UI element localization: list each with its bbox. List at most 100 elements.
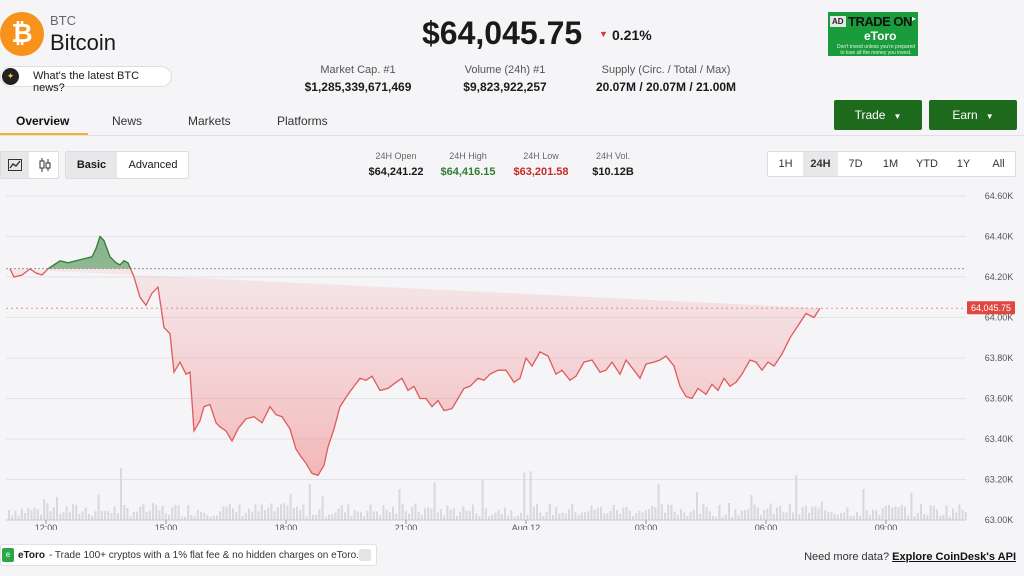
volume-bar [942, 514, 945, 520]
volume-bar [168, 514, 170, 520]
volume-bar [404, 511, 407, 520]
tab-platforms[interactable]: Platforms [277, 114, 328, 128]
low-label: 24H Low [523, 151, 559, 161]
range-1m-button[interactable]: 1M [882, 158, 899, 170]
volume-bar [564, 513, 567, 520]
volume-bar [868, 514, 871, 520]
candlestick-chart-button[interactable] [30, 152, 59, 178]
volume-bar [424, 508, 426, 520]
volume-bar [875, 510, 878, 520]
volume-bar [788, 503, 791, 520]
volume-bar [776, 507, 778, 520]
volume-bar [782, 511, 785, 520]
bitcoin-logo: ₿ [0, 12, 44, 56]
basic-mode-button[interactable]: Basic [66, 152, 117, 178]
volume-bar [145, 511, 148, 520]
volume-bar [212, 515, 215, 520]
open-value: $64,241.22 [368, 166, 424, 178]
line-chart-button[interactable] [1, 152, 29, 178]
volume-bar [539, 512, 542, 520]
market-cap-stat: Market Cap. #1 $1,285,339,671,469 [278, 64, 438, 94]
volume-bar [456, 515, 458, 520]
tab-news[interactable]: News [112, 114, 143, 128]
volume-bar [574, 512, 577, 520]
volume-bar [753, 504, 756, 520]
volume-bar [900, 504, 903, 520]
volume-bar [56, 496, 58, 520]
volume-bar [760, 515, 762, 520]
volume-bar [363, 516, 366, 520]
volume-bar [369, 504, 372, 520]
volume-bar [193, 516, 196, 520]
volume-bar [699, 513, 702, 520]
volume-bar [635, 513, 638, 520]
volume-bar [590, 505, 593, 520]
range-24h-button[interactable]: 24H [803, 152, 838, 176]
price-chart[interactable]: 64.60K 64.40K 64.20K 64.00K 63.80K 63.60K 63.4… [0, 185, 1024, 530]
volume-bar [619, 513, 622, 520]
earn-button[interactable]: Earn ▼ [929, 100, 1017, 130]
volume-bar [561, 512, 564, 520]
time-range-selector: 1H 24H 7D 1M YTD 1Y All [767, 151, 1016, 177]
chart-mode-toggle: Basic Advanced [65, 151, 189, 179]
volume-bar [475, 513, 478, 520]
volume-bar [872, 509, 874, 520]
ad-info-icon[interactable]: ▸ [911, 14, 916, 23]
x-tick-label: 03:00 [635, 523, 658, 530]
volume-bar [328, 514, 330, 520]
volume-bar [260, 504, 263, 520]
volume-bar [219, 511, 222, 520]
volume-bar [958, 504, 961, 520]
volume-bar [142, 503, 145, 520]
range-7d-button[interactable]: 7D [848, 158, 863, 170]
range-ytd-button[interactable]: YTD [916, 158, 938, 170]
advanced-mode-button[interactable]: Advanced [128, 159, 178, 171]
volume-bar [264, 510, 266, 520]
tab-markets[interactable]: Markets [188, 114, 231, 128]
etoro-ad-banner[interactable]: AD TRADE ON eToro Don't invest unless yo… [828, 12, 918, 56]
volume-bar [254, 504, 257, 520]
y-tick-label: 63.80K [985, 353, 1014, 363]
volume-bar [846, 507, 849, 520]
volume-bar [657, 483, 660, 520]
y-tick-label: 63.60K [985, 394, 1014, 404]
volume-bar [347, 504, 350, 520]
volume-bar [961, 509, 964, 520]
volume-bar [443, 515, 446, 520]
earn-label: Earn [952, 108, 978, 122]
range-1h-button[interactable]: 1H [778, 158, 793, 170]
volume-bar [795, 474, 798, 520]
volume-bar [833, 513, 836, 520]
volume-bar [897, 506, 900, 520]
volume-bar [427, 507, 430, 520]
close-icon[interactable] [359, 549, 371, 561]
range-all-button[interactable]: All [992, 158, 1005, 170]
volume-bar [187, 505, 190, 520]
api-link[interactable]: Explore CoinDesk's API [892, 551, 1016, 563]
volume-bar [532, 506, 535, 520]
y-tick-label: 64.40K [985, 232, 1014, 242]
range-1y-button[interactable]: 1Y [956, 158, 971, 170]
volume-bar [779, 505, 782, 520]
volume-bar [715, 516, 718, 520]
volume-bar [481, 479, 484, 520]
volume-bar [808, 512, 810, 520]
volume-bar [132, 511, 135, 520]
volume-bar [500, 513, 503, 520]
volume-bar [616, 510, 618, 520]
volume-bar [184, 516, 186, 520]
trade-button[interactable]: Trade ▼ [834, 100, 922, 130]
volume-bar [376, 511, 378, 520]
latest-news-button[interactable]: ✦ What's the latest BTC news? [0, 66, 172, 94]
y-tick-label: 64.60K [985, 191, 1014, 201]
volume-bar [955, 512, 958, 520]
sponsor-banner[interactable]: e eToro - Trade 100+ cryptos with a 1% f… [0, 544, 377, 566]
volume-bar [801, 507, 804, 520]
volume-bar [433, 482, 436, 520]
volume-bar [792, 512, 794, 520]
volume-bar [894, 506, 897, 520]
tab-overview[interactable]: Overview [16, 114, 70, 128]
high-label: 24H High [449, 151, 487, 161]
volume-bar [200, 512, 202, 520]
down-arrow-icon: ▼ [599, 29, 608, 39]
